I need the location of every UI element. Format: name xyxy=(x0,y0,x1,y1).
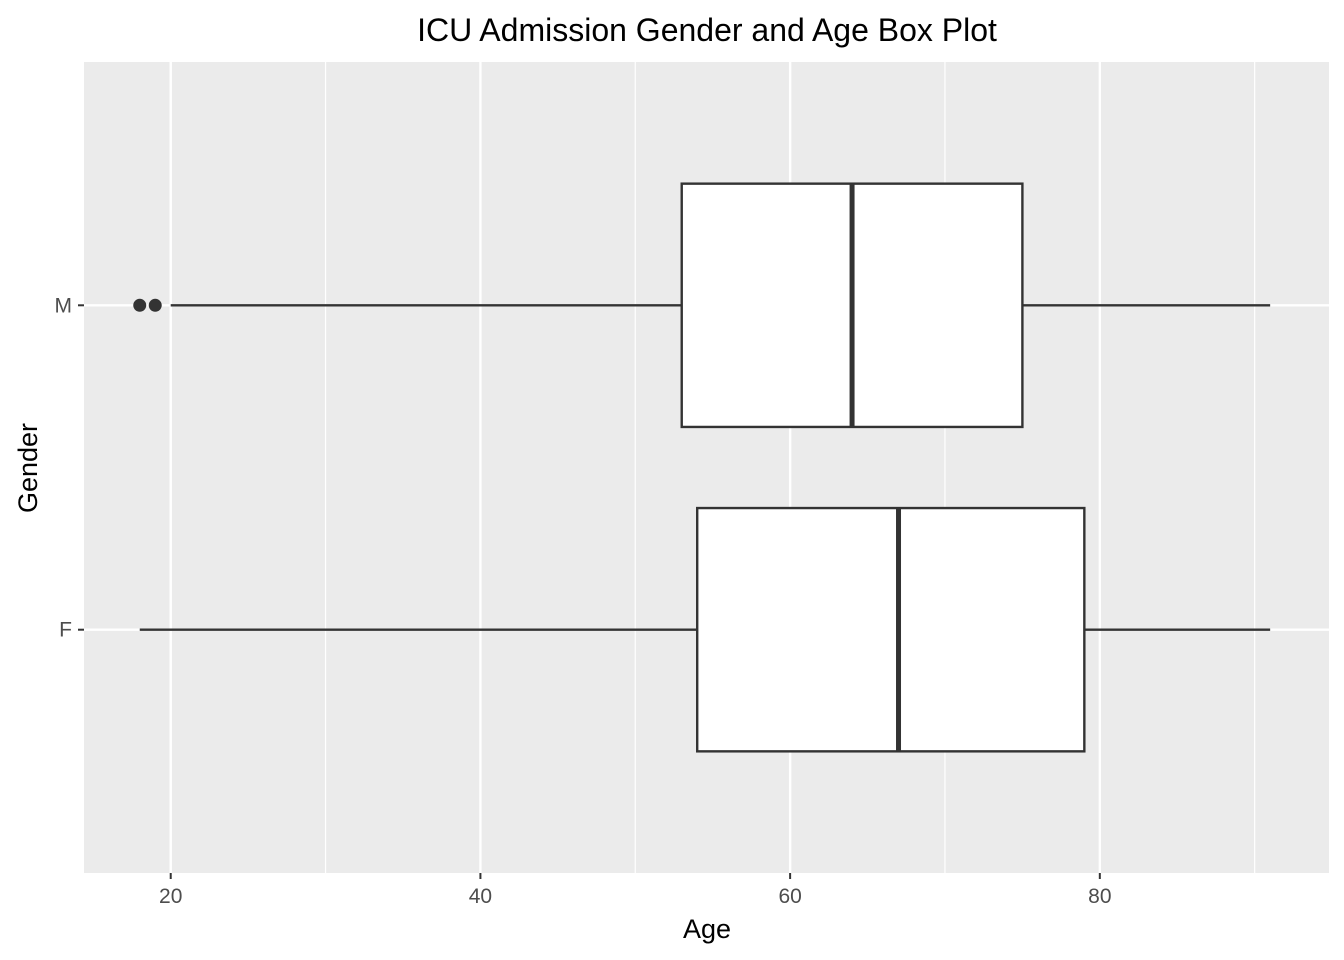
outlier-point xyxy=(133,298,147,312)
box-m xyxy=(133,182,1271,429)
y-tick-label: F xyxy=(59,619,72,642)
x-tick-label: 40 xyxy=(469,885,492,908)
y-axis-title: Gender xyxy=(13,423,43,513)
chart-title: ICU Admission Gender and Age Box Plot xyxy=(417,12,997,48)
x-tick-label: 60 xyxy=(778,885,801,908)
x-axis-title: Age xyxy=(683,914,731,944)
box-layer xyxy=(133,182,1271,753)
outlier-point xyxy=(148,298,162,312)
iqr-box xyxy=(696,506,1086,753)
x-axis: 20 40 60 80 xyxy=(159,873,1112,908)
x-tick-label: 20 xyxy=(159,885,182,908)
box-f xyxy=(139,506,1271,753)
x-tick-label: 80 xyxy=(1088,885,1111,908)
y-tick-label: M xyxy=(55,294,73,317)
y-axis: FM xyxy=(55,294,84,642)
